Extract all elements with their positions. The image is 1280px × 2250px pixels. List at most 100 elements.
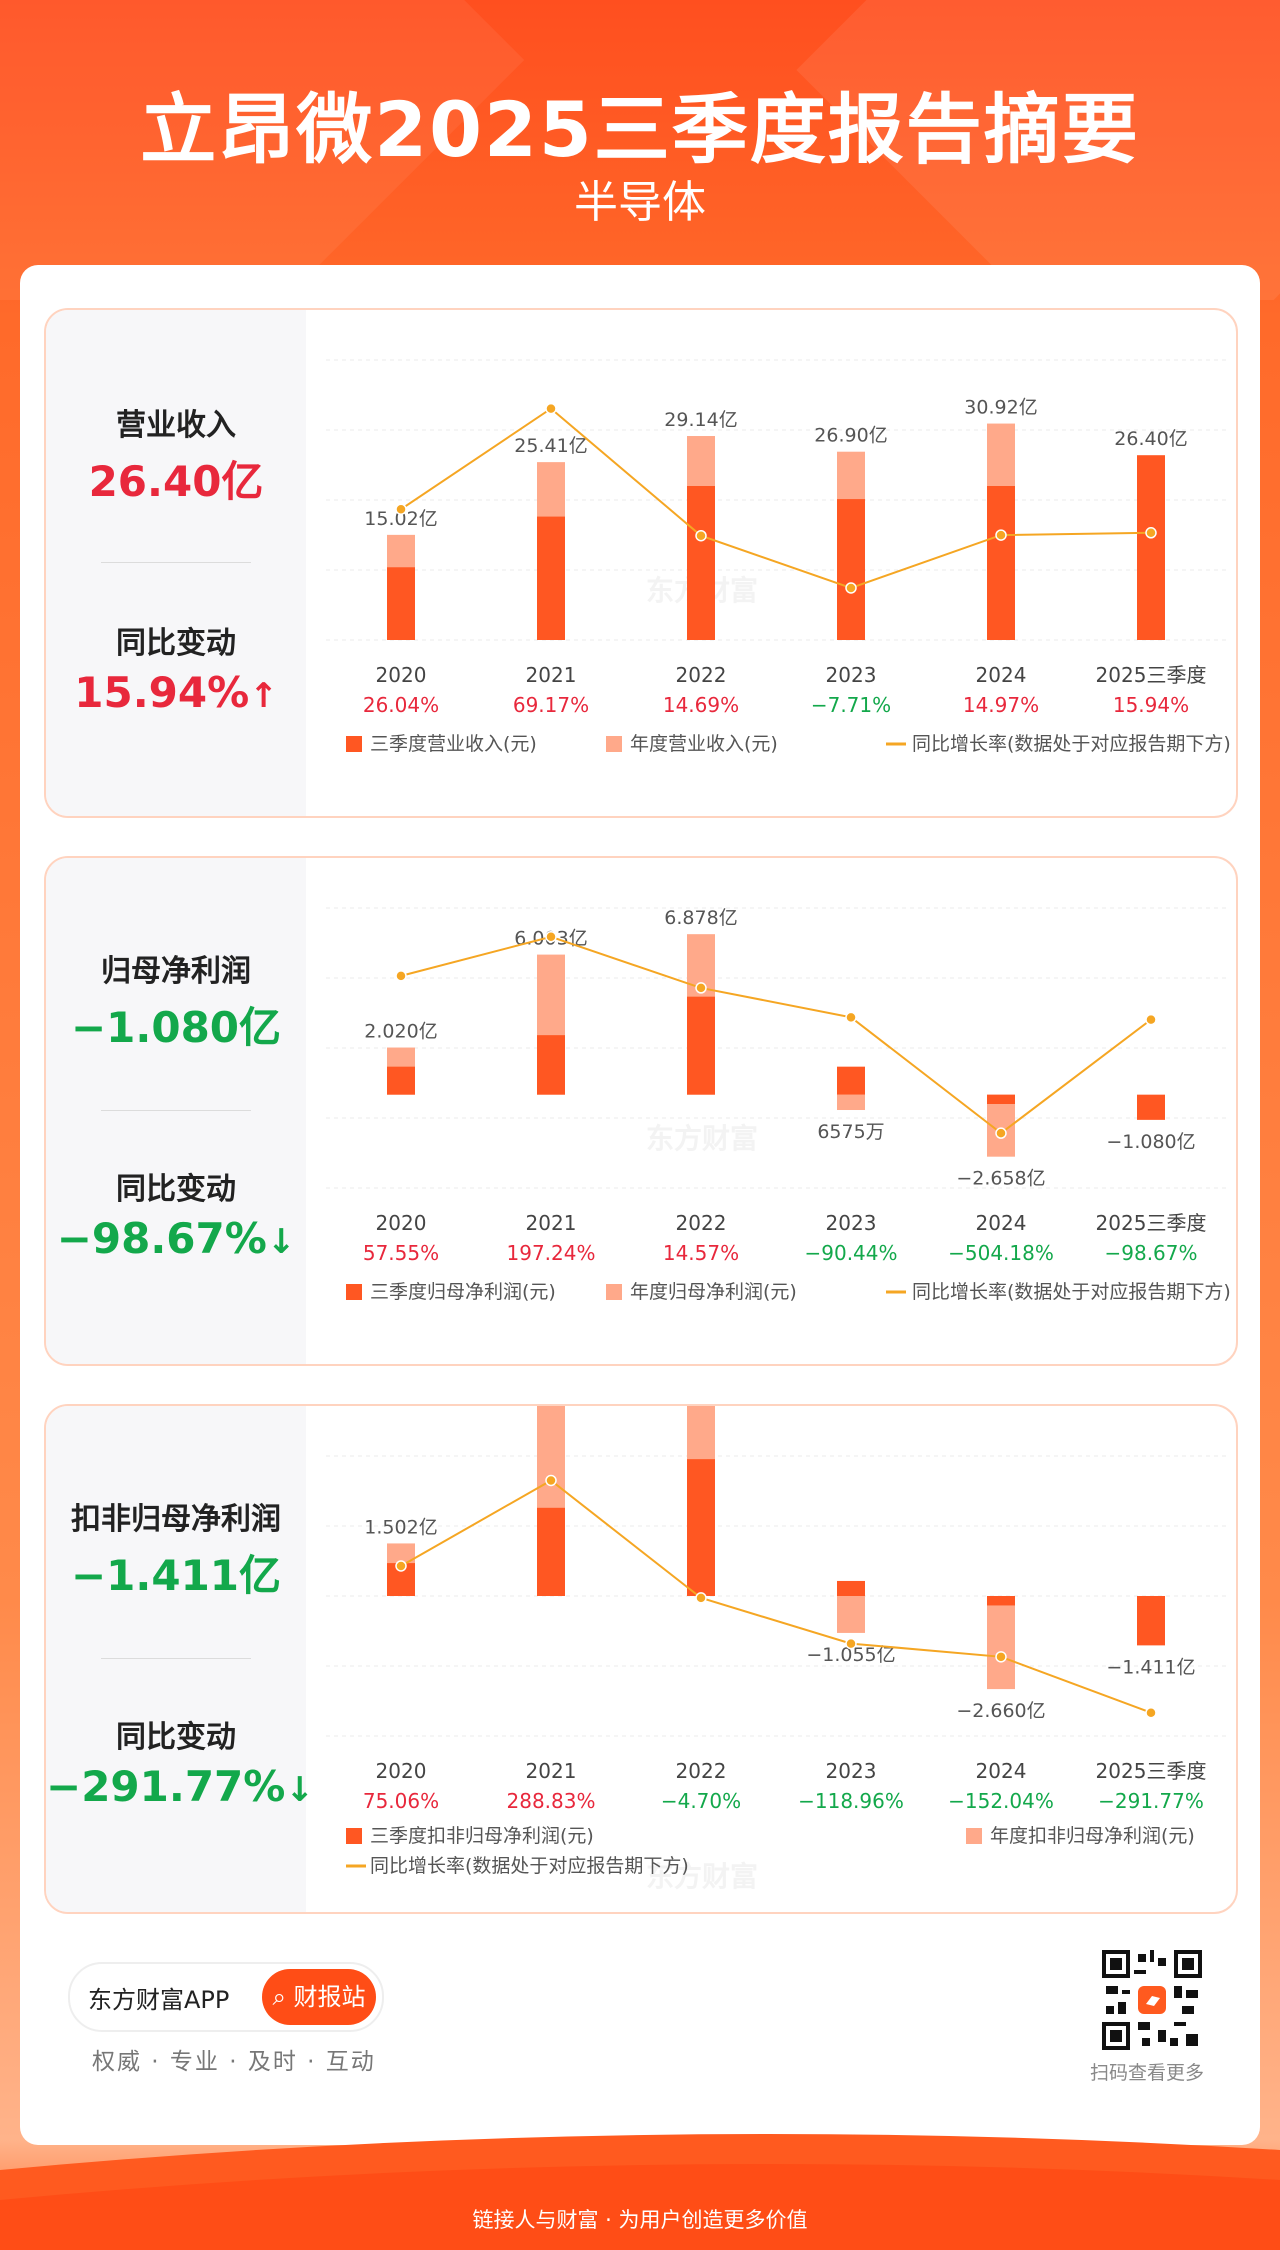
legend-swatch-annual <box>606 1284 622 1300</box>
annual-bar <box>987 1596 1015 1690</box>
growth-label: 15.94% <box>1113 693 1189 717</box>
growth-point <box>845 1637 857 1650</box>
q3-bar <box>537 1035 565 1095</box>
value-label: 2.020亿 <box>364 1021 437 1043</box>
growth-point <box>695 1592 707 1604</box>
q3-bar <box>687 1459 715 1596</box>
divider <box>101 1110 251 1111</box>
q3-bar <box>687 996 715 1095</box>
growth-line <box>400 1479 1152 1714</box>
growth-point <box>995 1651 1007 1663</box>
category-label: 2022 <box>676 663 727 687</box>
growth-label: −291.77% <box>1098 1789 1204 1813</box>
value-label: −1.080亿 <box>1106 1131 1195 1153</box>
q3-bar <box>987 486 1015 640</box>
qr-code-icon[interactable] <box>1102 1950 1202 2050</box>
slogan: 权威 · 专业 · 及时 · 互动 <box>92 2049 376 2075</box>
growth-label: 14.97% <box>963 693 1039 717</box>
revenue-value: 26.40亿 <box>88 457 264 506</box>
growth-label: 288.83% <box>507 1789 596 1813</box>
category-label: 2021 <box>526 1211 577 1235</box>
growth-label: 69.17% <box>513 693 589 717</box>
growth-label: −98.67% <box>1104 1241 1197 1265</box>
value-label: 26.40亿 <box>1114 428 1187 450</box>
legend-label: 年度扣非归母净利润(元) <box>990 1825 1195 1847</box>
category-label: 2025三季度 <box>1096 663 1207 687</box>
legend-swatch-annual <box>606 736 622 752</box>
revenue-panel: 营业收入 26.40亿 同比变动 15.94%↑ 东方财富15.02亿25.41… <box>44 308 1238 818</box>
net-profit-panel: 归母净利润 −1.080亿 同比变动 −98.67%↓ 东方财富 2.020亿 6.… <box>44 856 1238 1366</box>
growth-point <box>395 503 407 515</box>
category-label: 2025三季度 <box>1096 1211 1207 1235</box>
annual-bar <box>837 1094 865 1111</box>
page-title: 立昂微2025三季度报告摘要 <box>140 85 1140 174</box>
legend-label: 年度归母净利润(元) <box>630 1281 797 1303</box>
legend-label: 年度营业收入(元) <box>630 733 778 755</box>
arrow-down-icon: ↓ <box>285 1770 314 1810</box>
growth-label: 14.69% <box>663 693 739 717</box>
report-station-button[interactable]: ⌕ 财报站 <box>262 1969 376 2025</box>
deducted-profit-panel: 扣非归母净利润 −1.411亿 同比变动 −291.77%↓ 东方财富 1.502… <box>44 1404 1238 1914</box>
value-label: 26.90亿 <box>814 425 887 447</box>
growth-label: −7.71% <box>811 693 891 717</box>
category-label: 2020 <box>376 663 427 687</box>
growth-point <box>1145 1706 1157 1719</box>
arrow-down-icon: ↓ <box>266 1222 296 1262</box>
revenue-change-number: 15.94% <box>74 668 250 717</box>
growth-label: −152.04% <box>948 1789 1054 1813</box>
legend-label: 三季度归母净利润(元) <box>370 1281 556 1303</box>
growth-label: −4.70% <box>661 1789 741 1813</box>
legend-label: 同比增长率(数据处于对应报告期下方) <box>370 1855 689 1877</box>
category-label: 2021 <box>526 663 577 687</box>
legend-swatch-q3 <box>346 1828 362 1844</box>
category-label: 2024 <box>976 1759 1027 1783</box>
legend-swatch-q3 <box>346 736 362 752</box>
deducted-profit-chart: 东方财富1.502亿5.840亿5.565亿−1.055亿−2.660亿−1.4… <box>326 1406 1226 1893</box>
revenue-summary: 营业收入 26.40亿 同比变动 15.94%↑ <box>46 310 306 816</box>
revenue-change-value: 15.94%↑ <box>46 668 306 717</box>
q3-bar <box>387 567 415 640</box>
revenue-chart: 东方财富15.02亿25.41亿29.14亿26.90亿30.92亿26.40亿… <box>326 359 1231 755</box>
legend-swatch-annual <box>966 1828 982 1844</box>
app-name: 东方财富APP <box>88 1986 230 2014</box>
q3-bar <box>987 1596 1015 1606</box>
deducted-profit-label: 扣非归母净利润 <box>71 1502 281 1537</box>
growth-point <box>545 402 557 415</box>
q3-bar <box>537 516 565 640</box>
watermark: 东方财富 <box>646 1122 758 1155</box>
net-profit-change-label: 同比变动 <box>116 1172 236 1207</box>
growth-point <box>695 982 707 994</box>
category-label: 2023 <box>826 1211 877 1235</box>
search-icon: ⌕ <box>272 1983 286 2011</box>
growth-point <box>995 1127 1007 1139</box>
growth-label: −504.18% <box>948 1241 1054 1265</box>
growth-point <box>395 970 407 982</box>
net-profit-change-number: −98.67% <box>56 1214 267 1263</box>
growth-point <box>395 1560 407 1572</box>
growth-point <box>545 1474 557 1487</box>
growth-label: 14.57% <box>663 1241 739 1265</box>
growth-label: 57.55% <box>363 1241 439 1265</box>
value-label: −2.660亿 <box>956 1700 1045 1722</box>
growth-point <box>995 529 1007 541</box>
net-profit-summary: 归母净利润 −1.080亿 同比变动 −98.67%↓ <box>46 858 306 1364</box>
bottom-slogan: 链接人与财富 · 为用户创造更多价值 <box>472 2208 808 2232</box>
growth-point <box>695 529 707 542</box>
revenue-change-label: 同比变动 <box>116 626 236 661</box>
growth-point <box>845 1011 857 1024</box>
industry-subtitle: 半导体 <box>574 177 706 228</box>
deducted-profit-change-number: −291.77% <box>46 1762 286 1811</box>
category-label: 2022 <box>676 1759 727 1783</box>
q3-bar <box>1137 1596 1165 1646</box>
app-search-box[interactable]: 东方财富APP ⌕ 财报站 <box>68 1962 384 2032</box>
category-label: 2023 <box>826 663 877 687</box>
q3-bar <box>1137 1094 1165 1120</box>
growth-label: 75.06% <box>363 1789 439 1813</box>
category-label: 2024 <box>976 663 1027 687</box>
q3-bar <box>837 1066 865 1095</box>
value-label: 29.14亿 <box>664 409 737 431</box>
divider <box>101 1658 251 1659</box>
value-label: 6575万 <box>817 1121 884 1143</box>
legend-label: 同比增长率(数据处于对应报告期下方) <box>912 733 1231 755</box>
q3-bar <box>387 1066 415 1095</box>
